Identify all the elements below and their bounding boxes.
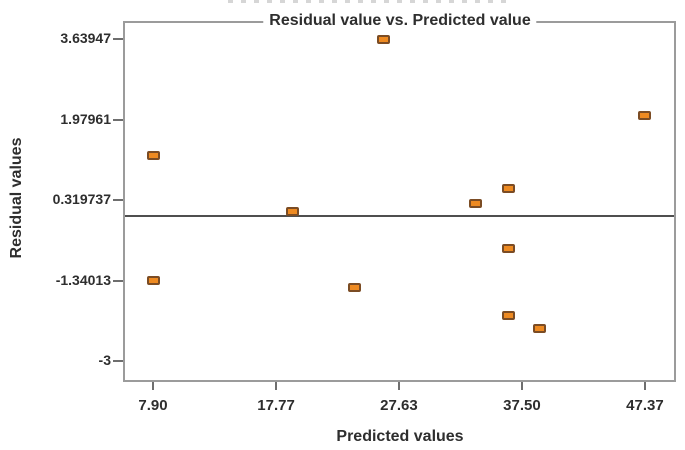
- y-axis-tick-mark: [113, 279, 123, 282]
- cropped-text-artifact: [228, 0, 508, 3]
- data-point-marker[interactable]: [501, 310, 515, 320]
- data-point-marker[interactable]: [286, 207, 300, 217]
- x-axis-tick-label: 17.77: [257, 397, 295, 414]
- x-axis-tick-mark: [643, 382, 646, 390]
- x-axis-tick-label: 37.50: [503, 397, 541, 414]
- x-axis-tick-label: 7.90: [138, 397, 168, 414]
- y-axis-tick-label: -1.34013: [55, 271, 111, 288]
- x-axis-label: Predicted values: [336, 428, 464, 445]
- data-point-marker[interactable]: [501, 243, 515, 253]
- data-point-marker[interactable]: [469, 198, 483, 208]
- data-point-marker[interactable]: [637, 110, 651, 120]
- chart-title: Residual value vs. Predicted value: [263, 12, 537, 30]
- x-axis-tick-mark: [152, 382, 155, 390]
- x-axis-tick-mark: [397, 382, 400, 390]
- y-axis-tick-label: 1.97961: [60, 110, 111, 127]
- x-axis-tick-mark: [520, 382, 523, 390]
- y-axis-tick-mark: [113, 199, 123, 202]
- data-point-marker[interactable]: [532, 323, 546, 333]
- y-axis-tick-mark: [113, 38, 123, 41]
- y-axis-tick-label: 3.63947: [60, 30, 111, 47]
- data-point-marker[interactable]: [146, 276, 160, 286]
- plot-area: [123, 21, 676, 382]
- y-axis-tick-mark: [113, 118, 123, 121]
- x-axis-tick-mark: [275, 382, 278, 390]
- x-axis-tick-label: 27.63: [380, 397, 418, 414]
- x-axis-tick-label: 47.37: [626, 397, 664, 414]
- y-axis-tick-mark: [113, 360, 123, 363]
- y-axis-tick-label: 0.319737: [52, 191, 111, 208]
- data-point-marker[interactable]: [501, 183, 515, 193]
- zero-reference-line: [125, 214, 674, 217]
- data-point-marker[interactable]: [146, 150, 160, 160]
- y-axis-tick-label: -3: [98, 352, 111, 369]
- data-point-marker[interactable]: [348, 283, 362, 292]
- data-point-marker[interactable]: [377, 34, 391, 44]
